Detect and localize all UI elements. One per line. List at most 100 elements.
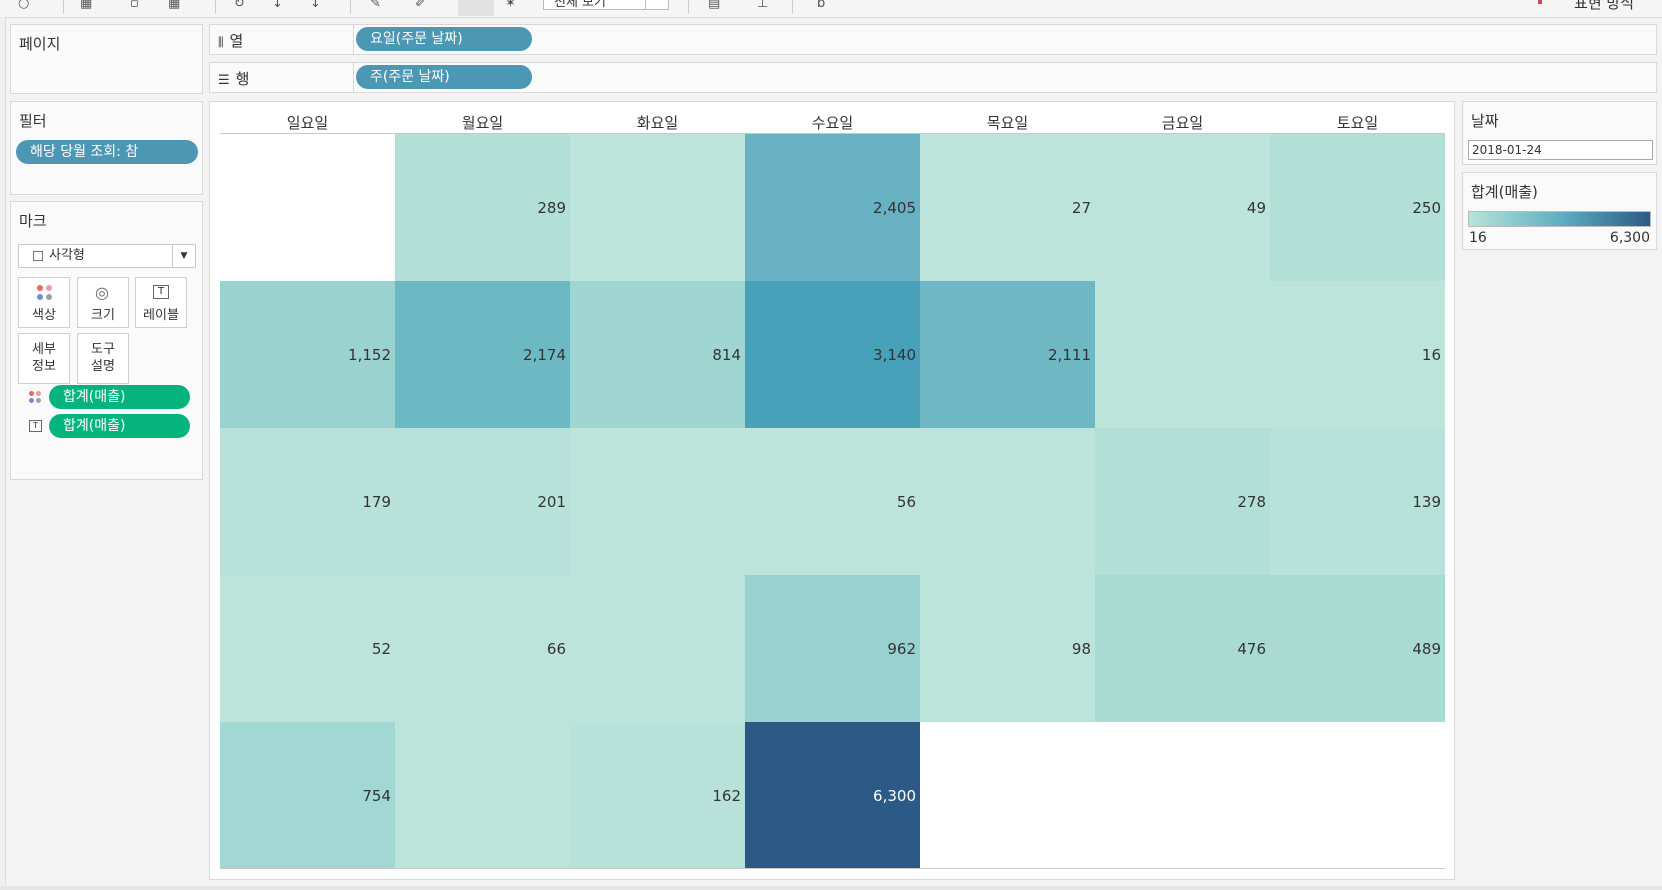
date-parameter-input[interactable]: 2018-01-24 <box>1468 140 1653 160</box>
column-header[interactable]: 수요일 <box>811 114 854 132</box>
heatmap-cell-label: 250 <box>1412 198 1441 217</box>
column-header[interactable]: 금요일 <box>1161 114 1204 132</box>
heatmap-view: 일요일 월요일 화요일 수요일 목요일 금요일 토요일 289 2,405 27 49 250 1,1… <box>209 101 1455 880</box>
rows-icon: ☰ <box>218 73 230 88</box>
bottom-divider <box>220 868 1445 869</box>
heatmap-cell[interactable]: 162 <box>570 722 745 869</box>
heatmap-cell[interactable]: 49 <box>1095 134 1270 281</box>
heatmap-cell[interactable] <box>1270 722 1445 869</box>
heatmap-cell[interactable] <box>570 134 745 281</box>
label-button[interactable]: T 레이블 <box>135 277 187 328</box>
heatmap-cell[interactable]: 139 <box>1270 428 1445 575</box>
share-icon[interactable]: ɓ <box>817 0 826 11</box>
header-divider <box>220 133 1445 134</box>
column-header[interactable]: 토요일 <box>1336 114 1379 132</box>
detail-button[interactable]: 세부 정보 <box>18 333 70 384</box>
heatmap-cell[interactable]: 1,152 <box>220 281 395 428</box>
columns-pill[interactable]: 요일(주문 날짜) <box>356 27 532 51</box>
column-header[interactable]: 일요일 <box>286 114 329 132</box>
heatmap-cell[interactable] <box>220 134 395 281</box>
tooltip-button[interactable]: 도구 설명 <box>77 333 129 384</box>
clear-sheet-icon[interactable]: ▦ <box>168 0 181 11</box>
heatmap-cell[interactable]: 6,300 <box>745 722 920 869</box>
pages-title: 페이지 <box>19 35 61 53</box>
color-measure-pill[interactable]: 합계(매출) <box>49 385 190 409</box>
heatmap-cell[interactable] <box>1095 281 1270 428</box>
toolbar-separator <box>350 0 351 14</box>
heatmap-cell-label: 489 <box>1412 639 1441 658</box>
color-button[interactable]: 색상 <box>18 277 70 328</box>
heatmap-cell[interactable]: 278 <box>1095 428 1270 575</box>
marks-panel: 마크 사각형 ▼ 색상 ◎ 크기 T 레이블 세부 정보 도구 설명 합계(매출… <box>10 201 203 480</box>
heatmap-cell-label: 2,111 <box>1048 345 1091 364</box>
show-me-button[interactable]: 표현 방식 <box>1574 0 1634 12</box>
fix-axes-icon[interactable]: ✶ <box>505 0 516 11</box>
heatmap-cell[interactable]: 814 <box>570 281 745 428</box>
mark-type-dropdown[interactable]: 사각형 ▼ <box>18 244 196 268</box>
label-measure-pill[interactable]: 합계(매출) <box>49 414 190 438</box>
marks-title: 마크 <box>19 212 47 230</box>
swap-icon[interactable]: ↻ <box>234 0 245 11</box>
heatmap-cell[interactable] <box>920 428 1095 575</box>
sort-ascending-icon[interactable]: ↓ <box>272 0 283 11</box>
presentation-icon[interactable]: ⊥ <box>757 0 769 11</box>
column-header[interactable]: 월요일 <box>461 114 504 132</box>
heatmap-cell[interactable]: 16 <box>1270 281 1445 428</box>
chevron-down-icon[interactable]: ▼ <box>172 245 195 267</box>
square-icon <box>33 251 43 261</box>
color-legend-panel: 합계(매출) 16 6,300 <box>1462 172 1657 250</box>
duplicate-sheet-icon[interactable]: ▫ <box>130 0 139 11</box>
heatmap-cell-label: 27 <box>1071 198 1091 217</box>
heatmap-cell[interactable] <box>395 722 570 869</box>
heatmap-cell[interactable]: 179 <box>220 428 395 575</box>
heatmap-cell[interactable]: 3,140 <box>745 281 920 428</box>
mark-type-value: 사각형 <box>49 248 85 263</box>
status-strip <box>0 886 1662 890</box>
new-sheet-icon[interactable]: ▦ <box>80 0 93 11</box>
heatmap-cell[interactable]: 201 <box>395 428 570 575</box>
rows-pill[interactable]: 주(주문 날짜) <box>356 65 532 89</box>
heatmap-cell[interactable] <box>570 428 745 575</box>
color-label: 색상 <box>32 308 56 323</box>
column-header[interactable]: 목요일 <box>986 114 1029 132</box>
chevron-down-icon[interactable] <box>645 0 668 9</box>
heatmap-cell[interactable]: 489 <box>1270 575 1445 722</box>
heatmap-cell[interactable]: 2,111 <box>920 281 1095 428</box>
heatmap-cell[interactable]: 2,405 <box>745 134 920 281</box>
toolbar: ○ ▦ ▫ ▦ ↻ ↓ ↓ ✎ ✐ ✶ 전체 보기 ▤ ⊥ ɓ 표현 방식 <box>0 0 1662 18</box>
filters-panel: 필터 해당 당월 조회: 참 <box>10 101 203 195</box>
heatmap-cell[interactable]: 754 <box>220 722 395 869</box>
heatmap-cell-label: 201 <box>537 492 566 511</box>
heatmap-cell[interactable] <box>570 575 745 722</box>
heatmap-cell[interactable]: 27 <box>920 134 1095 281</box>
heatmap-cell[interactable]: 962 <box>745 575 920 722</box>
shelf-divider <box>353 63 354 92</box>
heatmap-cell[interactable] <box>920 722 1095 869</box>
heatmap-cell[interactable]: 476 <box>1095 575 1270 722</box>
heatmap-cell-label: 179 <box>362 492 391 511</box>
heatmap-cell[interactable]: 250 <box>1270 134 1445 281</box>
size-button[interactable]: ◎ 크기 <box>77 277 129 328</box>
detail-label: 세부 정보 <box>32 342 56 374</box>
heatmap-cell[interactable]: 66 <box>395 575 570 722</box>
sort-descending-icon[interactable]: ↓ <box>310 0 321 11</box>
heatmap-cell[interactable]: 289 <box>395 134 570 281</box>
fit-dropdown[interactable]: 전체 보기 <box>543 0 669 10</box>
toolbar-separator <box>63 0 64 14</box>
group-icon[interactable]: ✐ <box>415 0 426 11</box>
heatmap-cell-label: 6,300 <box>873 786 916 805</box>
heatmap-cell-label: 66 <box>546 639 566 658</box>
highlight-icon[interactable]: ✎ <box>370 0 381 11</box>
heatmap-cell[interactable]: 56 <box>745 428 920 575</box>
heatmap-cell[interactable]: 98 <box>920 575 1095 722</box>
redo-icon[interactable]: ○ <box>18 0 30 11</box>
filter-pill[interactable]: 해당 당월 조회: 참 <box>16 140 198 164</box>
heatmap-cell[interactable]: 52 <box>220 575 395 722</box>
show-me-icon <box>1538 0 1542 4</box>
column-header[interactable]: 화요일 <box>636 114 679 132</box>
heatmap-cell[interactable]: 2,174 <box>395 281 570 428</box>
legend-title: 합계(매출) <box>1471 183 1538 201</box>
labels-toggle-icon[interactable] <box>458 0 494 16</box>
show-cards-icon[interactable]: ▤ <box>708 0 721 11</box>
heatmap-cell[interactable] <box>1095 722 1270 869</box>
